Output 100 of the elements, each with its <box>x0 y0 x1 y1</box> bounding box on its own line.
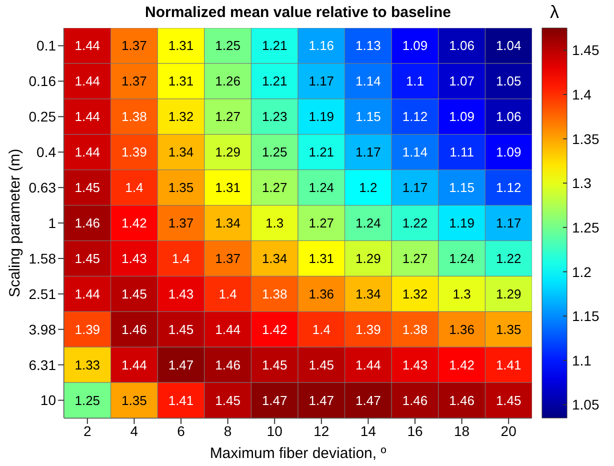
data-label: 1.42 <box>449 357 474 372</box>
color-bar-label: 1.45 <box>572 42 600 58</box>
data-label: 1.26 <box>215 74 240 89</box>
data-label: 1.39 <box>356 322 381 337</box>
color-bar-label: 1.2 <box>572 264 592 280</box>
data-label: 1.09 <box>496 144 522 160</box>
data-label: 1.14 <box>402 144 428 160</box>
data-label: 1.09 <box>449 109 474 124</box>
data-label: 1.46 <box>215 357 240 372</box>
data-label: 1.29 <box>215 144 240 160</box>
data-label: 1.45 <box>74 250 100 266</box>
data-label: 1.32 <box>168 109 194 124</box>
y-tick-label: 10 <box>40 392 56 408</box>
data-label: 1.2 <box>359 180 378 196</box>
data-label: 1.09 <box>402 38 428 54</box>
data-label: 1.34 <box>356 286 381 302</box>
data-label: 1.31 <box>168 38 194 54</box>
data-label: 1.41 <box>496 357 522 372</box>
color-bar-label: 1.4 <box>572 86 592 102</box>
data-label: 1.17 <box>496 216 522 230</box>
data-label: 1.47 <box>168 357 194 372</box>
data-label: 1.31 <box>168 74 194 89</box>
y-tick-label: 1.58 <box>28 250 56 266</box>
data-label: 1.3 <box>452 286 471 302</box>
data-label: 1.44 <box>356 357 381 372</box>
data-label: 1.33 <box>74 357 100 372</box>
y-tick-label: 6.31 <box>28 356 56 373</box>
y-tick-label: 1 <box>48 214 56 231</box>
data-label: 1.29 <box>356 250 381 266</box>
data-label: 1.12 <box>496 180 522 196</box>
data-label: 1.4 <box>312 322 330 337</box>
data-label: 1.35 <box>496 322 522 337</box>
data-label: 1.17 <box>356 144 381 160</box>
y-tick-label: 0.16 <box>28 73 56 90</box>
data-label: 1.35 <box>168 180 194 196</box>
data-label: 1.19 <box>308 109 334 124</box>
data-label: 1.25 <box>74 392 100 408</box>
data-label: 1.13 <box>356 38 381 54</box>
data-label: 1.4 <box>218 286 237 302</box>
data-label: 1.3 <box>266 216 284 230</box>
y-tick-label: 3.98 <box>28 321 56 338</box>
x-tick-label: 12 <box>314 422 330 439</box>
data-label: 1.46 <box>122 322 147 337</box>
y-tick-label: 0.4 <box>36 144 56 160</box>
data-label: 1.16 <box>308 38 334 54</box>
data-label: 1.43 <box>122 250 147 266</box>
data-label: 1.42 <box>262 322 288 337</box>
data-label: 1.44 <box>122 357 147 372</box>
data-label: 1.43 <box>168 286 194 302</box>
data-label: 1.47 <box>262 392 288 408</box>
x-tick-label: 14 <box>360 422 376 439</box>
data-label: 1.04 <box>496 38 522 54</box>
data-label: 1.34 <box>168 144 194 160</box>
y-axis-title: Scaling parameter (m) <box>6 148 24 298</box>
data-label: 1.29 <box>496 286 522 302</box>
data-label: 1.36 <box>449 322 474 337</box>
data-label: 1.15 <box>356 109 381 124</box>
data-label: 1.24 <box>308 180 334 196</box>
data-label: 1.06 <box>449 38 474 54</box>
data-label: 1.44 <box>74 144 100 160</box>
data-label: 1.39 <box>74 322 100 337</box>
data-label: 1.45 <box>122 286 147 302</box>
data-label: 1.45 <box>215 392 240 408</box>
x-axis-title: Maximum fiber deviation, º <box>210 445 387 462</box>
data-label: 1.27 <box>215 109 240 124</box>
data-label: 1.45 <box>308 357 334 372</box>
data-label: 1.25 <box>215 38 240 54</box>
data-label: 1.47 <box>308 392 334 408</box>
data-label: 1.32 <box>402 286 428 302</box>
data-label: 1.46 <box>402 392 428 408</box>
y-tick-label: 0.63 <box>28 180 56 196</box>
color-bar-label: 1.35 <box>572 130 600 147</box>
color-bar-label: 1.25 <box>572 219 600 236</box>
data-label: 1.31 <box>215 180 240 196</box>
data-label: 1.24 <box>449 250 474 266</box>
data-label: 1.46 <box>74 216 100 230</box>
data-label: 1.43 <box>402 357 428 372</box>
data-label: 1.06 <box>496 109 522 124</box>
data-label: 1.24 <box>356 216 381 230</box>
data-label: 1.44 <box>74 38 100 54</box>
data-label: 1.44 <box>74 109 100 124</box>
data-label: 1.36 <box>308 286 334 302</box>
data-label: 1.4 <box>172 250 190 266</box>
data-label: 1.05 <box>496 74 522 89</box>
data-label: 1.35 <box>122 392 147 408</box>
data-label: 1.15 <box>449 180 474 196</box>
data-label: 1.21 <box>308 144 334 160</box>
data-label: 1.27 <box>402 250 428 266</box>
chart-title: Normalized mean value relative to baseline <box>144 4 452 21</box>
data-label: 1.27 <box>308 216 334 230</box>
color-bar-title: λ <box>550 2 559 22</box>
y-tick-label: 2.51 <box>28 286 56 302</box>
x-tick-label: 16 <box>407 422 423 439</box>
data-label: 1.22 <box>496 250 522 266</box>
data-label: 1.17 <box>402 180 428 196</box>
data-label: 1.44 <box>74 74 100 89</box>
data-label: 1.45 <box>74 180 100 196</box>
data-label: 1.41 <box>168 392 194 408</box>
data-label: 1.34 <box>215 216 240 230</box>
data-label: 1.21 <box>262 74 288 89</box>
